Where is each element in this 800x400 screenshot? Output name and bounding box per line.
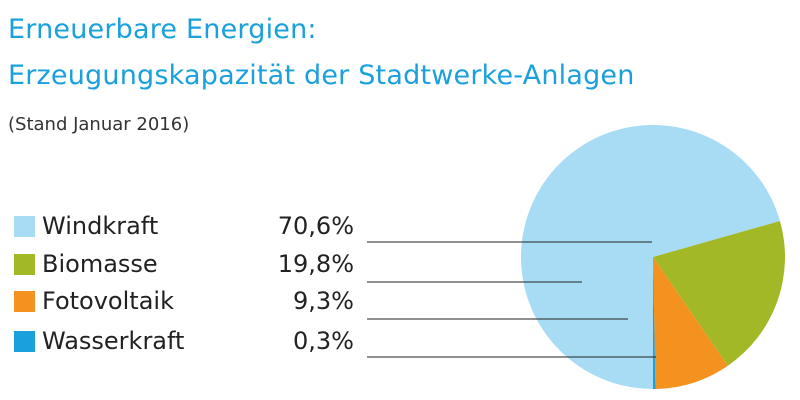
pie-slice-biomasse bbox=[653, 220, 786, 366]
chart-title-line1: Erneuerbare Energien: bbox=[8, 14, 317, 45]
pie-slice-fotovoltaik bbox=[653, 257, 728, 389]
legend-value-fotovoltaik: 9,3% bbox=[293, 287, 354, 315]
pie-slice-wasserkraft bbox=[653, 257, 656, 390]
pie-slice-windkraft bbox=[521, 125, 780, 390]
legend-value-windkraft: 70,6% bbox=[278, 212, 354, 240]
legend-label-biomasse: Biomasse bbox=[42, 250, 158, 278]
legend-swatch-fotovoltaik bbox=[14, 291, 35, 312]
legend-swatch-biomasse bbox=[14, 254, 35, 275]
legend-swatch-wasserkraft bbox=[14, 331, 35, 352]
chart-subtitle: (Stand Januar 2016) bbox=[8, 114, 190, 135]
legend-value-biomasse: 19,8% bbox=[278, 250, 354, 278]
legend-swatch-windkraft bbox=[14, 216, 35, 237]
legend-label-wasserkraft: Wasserkraft bbox=[42, 327, 184, 355]
legend-label-windkraft: Windkraft bbox=[42, 212, 158, 240]
legend-value-wasserkraft: 0,3% bbox=[293, 327, 354, 355]
legend-label-fotovoltaik: Fotovoltaik bbox=[42, 287, 174, 315]
chart-title-line2: Erzeugungskapazität der Stadtwerke-Anlag… bbox=[8, 60, 635, 91]
